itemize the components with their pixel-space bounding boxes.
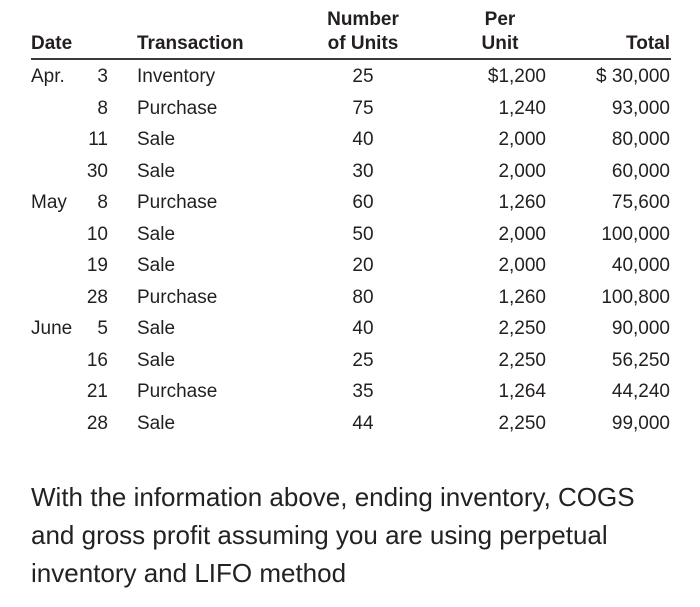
header-per-line2: Unit [481, 33, 519, 54]
row-transaction: Sale [137, 255, 176, 276]
row-units: 50 [352, 223, 374, 245]
row-per-unit: 2,000 [498, 129, 546, 150]
row-per-unit: 1,260 [498, 286, 546, 308]
header-per-line1: Per [484, 9, 516, 30]
table-row: 11 Sale 40 2,000 80,000 [0, 125, 700, 155]
table-row: 28 Purchase 80 1,260 100,800 [0, 283, 700, 313]
header-transaction: Transaction [137, 33, 244, 54]
row-units: 60 [352, 192, 374, 213]
row-units: 25 [352, 66, 374, 87]
row-total: 100,000 [601, 223, 670, 245]
row-units: 30 [352, 160, 374, 182]
row-day: 8 [97, 192, 108, 213]
row-transaction: Sale [137, 318, 176, 339]
row-total: 80,000 [611, 129, 670, 150]
table-row: May 8 Purchase 60 1,260 75,600 [0, 188, 700, 218]
row-total: 90,000 [611, 318, 670, 339]
row-total: 56,250 [611, 349, 670, 371]
row-units: 80 [352, 286, 374, 308]
row-month: May [31, 192, 67, 213]
header-units-line1: Number [327, 9, 399, 30]
row-transaction: Purchase [137, 286, 218, 308]
row-day: 11 [88, 129, 108, 150]
row-day: 10 [86, 223, 108, 245]
table-row: 16 Sale 25 2,250 56,250 [0, 346, 700, 376]
row-transaction: Purchase [137, 381, 218, 402]
row-per-unit: 1,240 [498, 97, 546, 119]
table-row: 30 Sale 30 2,000 60,000 [0, 157, 700, 187]
row-transaction: Sale [137, 223, 176, 245]
row-transaction: Sale [137, 412, 176, 434]
row-transaction: Sale [137, 129, 176, 150]
row-units: 75 [352, 97, 374, 119]
row-month: June [31, 318, 73, 339]
header-rule [31, 58, 671, 60]
row-per-unit: 2,250 [498, 412, 546, 434]
table-row: Apr. 3 Inventory 25 $1,200 $ 30,000 [0, 62, 700, 92]
header-date: Date [31, 33, 73, 54]
row-total: 60,000 [611, 160, 670, 182]
row-total: 93,000 [611, 97, 670, 119]
row-transaction: Purchase [137, 192, 218, 213]
row-units: 35 [352, 381, 374, 402]
row-per-unit: 2,000 [498, 160, 546, 182]
row-transaction: Sale [137, 349, 176, 371]
table-row: 8 Purchase 75 1,240 93,000 [0, 94, 700, 124]
row-per-unit: 2,000 [498, 255, 546, 276]
row-total: 40,000 [611, 255, 670, 276]
row-day: 21 [86, 381, 108, 402]
row-day: 8 [97, 97, 108, 119]
row-day: 16 [86, 349, 108, 371]
row-per-unit: $1,200 [487, 66, 546, 87]
table-row: 21 Purchase 35 1,264 44,240 [0, 377, 700, 407]
row-transaction: Purchase [137, 97, 218, 119]
row-per-unit: 1,260 [498, 192, 546, 213]
row-total: 75,600 [611, 192, 670, 213]
row-per-unit: 2,250 [498, 349, 546, 371]
row-per-unit: 1,264 [498, 381, 546, 402]
row-total: $ 30,000 [596, 66, 670, 87]
row-total: 99,000 [611, 412, 670, 434]
table-row: June 5 Sale 40 2,250 90,000 [0, 314, 700, 344]
row-day: 30 [86, 160, 108, 182]
row-month: Apr. [31, 66, 65, 87]
table-row: 19 Sale 20 2,000 40,000 [0, 251, 700, 281]
question-text: With the information above, ending inven… [31, 482, 635, 588]
header-total: Total [626, 33, 670, 54]
row-day: 5 [97, 318, 108, 339]
row-units: 44 [352, 412, 374, 434]
row-units: 40 [352, 129, 374, 150]
header-units-line2: of Units [327, 33, 399, 54]
row-per-unit: 2,250 [498, 318, 546, 339]
table-row: 10 Sale 50 2,000 100,000 [0, 220, 700, 250]
row-day: 19 [86, 255, 108, 276]
table-row: 28 Sale 44 2,250 99,000 [0, 409, 700, 439]
row-total: 44,240 [611, 381, 670, 402]
row-transaction: Inventory [137, 66, 216, 87]
row-day: 28 [86, 412, 108, 434]
row-per-unit: 2,000 [498, 223, 546, 245]
row-transaction: Sale [137, 160, 176, 182]
row-day: 28 [86, 286, 108, 308]
row-units: 20 [352, 255, 374, 276]
row-total: 100,800 [601, 286, 670, 308]
row-day: 3 [97, 66, 108, 87]
row-units: 25 [352, 349, 374, 371]
row-units: 40 [352, 318, 374, 339]
